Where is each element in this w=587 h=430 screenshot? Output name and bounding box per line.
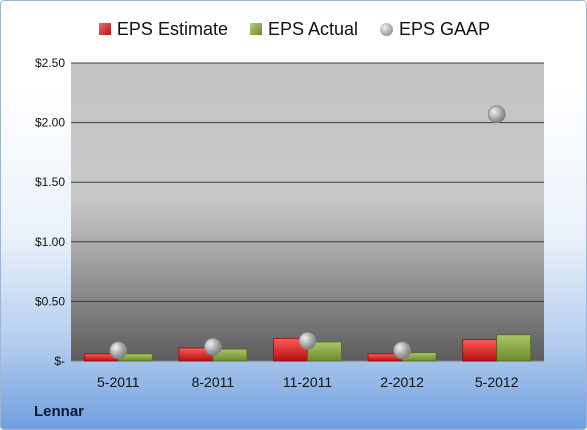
x-tick-label: 2-2012 <box>380 374 424 390</box>
y-axis-ticks: $- $0.50 $1.00 $1.50 $2.00 $2.50 <box>35 56 65 368</box>
plot-area <box>71 63 544 361</box>
legend-label-eps-estimate: EPS Estimate <box>116 18 228 39</box>
bar-eps-actual <box>307 341 342 362</box>
x-tick-label: 5-2012 <box>475 374 519 390</box>
company-name: Lennar <box>34 403 85 420</box>
legend-label-eps-gaap: EPS GAAP <box>399 18 491 39</box>
legend-swatch-eps-actual <box>249 23 262 35</box>
gaap-points <box>109 105 506 360</box>
point-eps-gaap <box>487 105 506 124</box>
bar-eps-actual <box>496 334 532 362</box>
y-tick-label: $2.50 <box>35 56 65 70</box>
y-tick-label: $1.50 <box>35 175 65 189</box>
x-tick-label: 11-2011 <box>283 374 333 390</box>
legend-item-eps-gaap: EPS GAAP <box>380 19 490 40</box>
legend-item-eps-estimate: EPS Estimate <box>98 18 228 40</box>
point-eps-gaap <box>393 341 412 360</box>
legend-swatch-eps-gaap <box>380 22 394 36</box>
point-eps-gaap <box>298 331 317 350</box>
x-axis-ticks: 5-2011 8-2011 11-2011 2-2012 5-2012 <box>97 374 519 390</box>
x-tick-label: 8-2011 <box>192 374 235 390</box>
bar-eps-estimate <box>462 339 498 362</box>
y-tick-label: $2.00 <box>35 116 65 130</box>
point-eps-gaap <box>203 337 222 356</box>
y-tick-label: $0.50 <box>35 294 65 308</box>
legend-label-eps-actual: EPS Actual <box>267 18 359 39</box>
legend-swatch-eps-estimate <box>98 23 111 35</box>
point-eps-gaap <box>109 341 128 360</box>
legend-item-eps-actual: EPS Actual <box>249 18 359 40</box>
legend: EPS Estimate EPS Actual EPS GAAP <box>1 15 586 43</box>
y-tick-label: $- <box>54 354 65 368</box>
y-tick-label: $1.00 <box>35 235 65 249</box>
x-tick-label: 5-2011 <box>97 374 140 390</box>
